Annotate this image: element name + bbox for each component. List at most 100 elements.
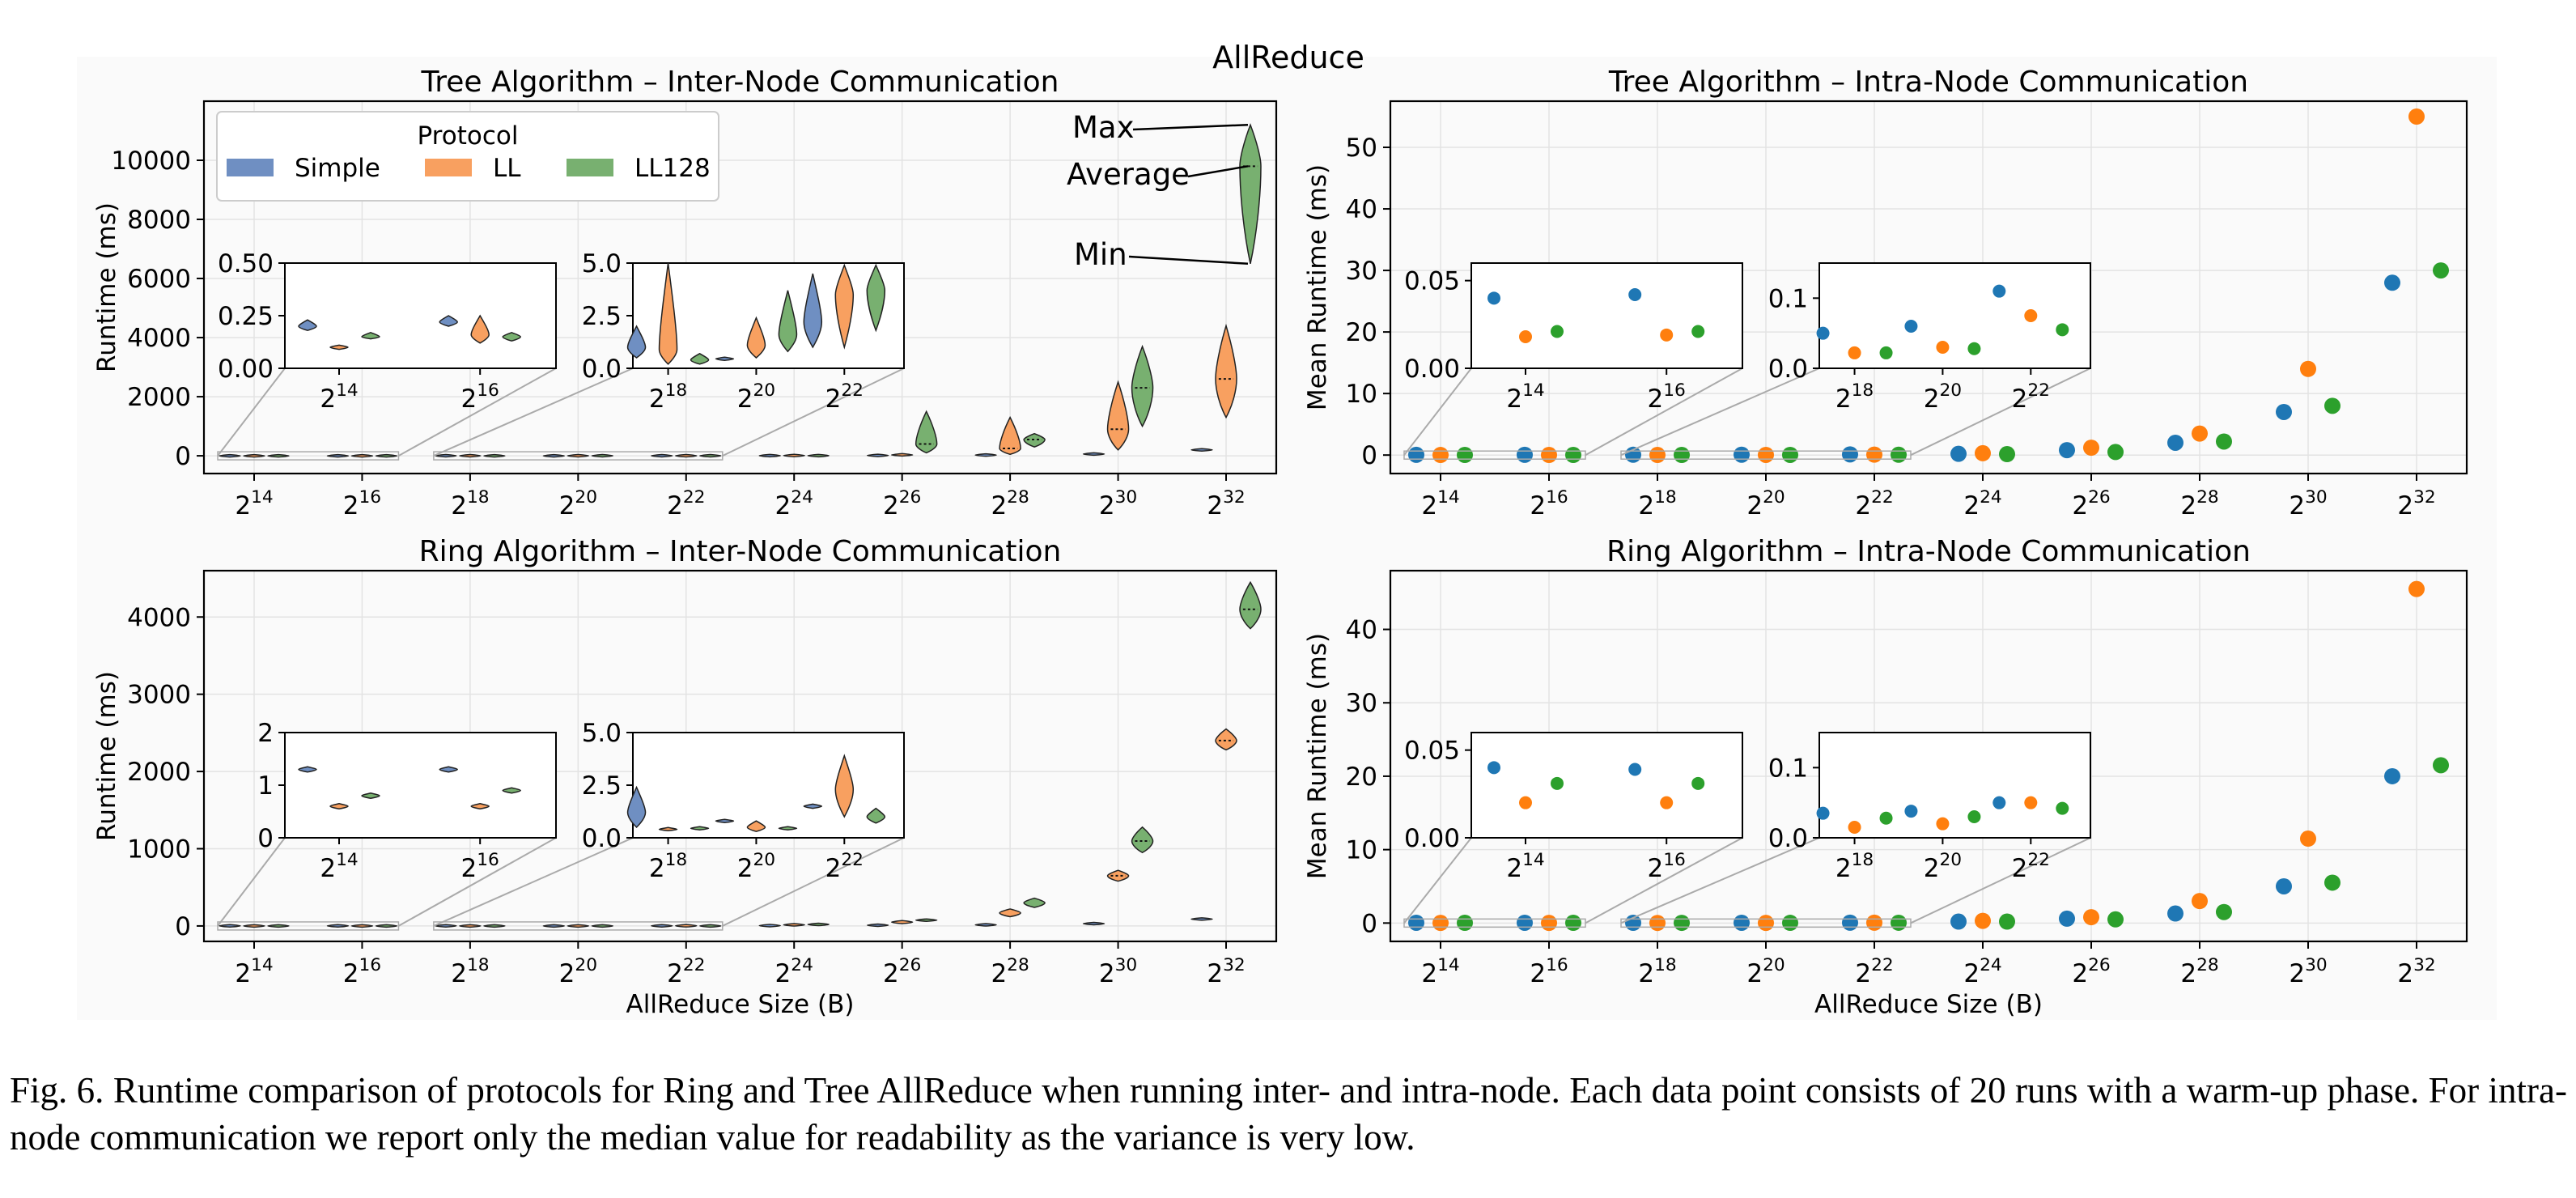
violin-LL128 <box>1131 826 1154 854</box>
inset-x-tick-label: 222 <box>825 380 864 414</box>
data-point-LL128 <box>2216 903 2232 920</box>
y-tick-label: 30 <box>1346 689 1377 718</box>
chart-title: Ring Algorithm – Inter-Node Communicatio… <box>419 535 1062 568</box>
data-point-LL128 <box>1674 915 1690 932</box>
violin-LL <box>783 923 805 927</box>
violin-LL <box>567 453 590 458</box>
inset-data-point-Simple <box>1992 284 2006 298</box>
violin-LL <box>890 920 914 924</box>
data-point-LL <box>1866 446 1882 463</box>
data-point-LL <box>2408 580 2425 597</box>
inset-data-point-LL128 <box>1967 342 1981 355</box>
violin-LL <box>890 452 914 457</box>
violin-Simple <box>219 453 241 458</box>
violin-LL128 <box>483 924 506 928</box>
data-point-LL <box>1541 447 1557 464</box>
inset-violin-LL <box>329 802 349 810</box>
data-point-Simple <box>1950 445 1967 462</box>
x-tick-label: 216 <box>343 955 381 988</box>
inset-connector <box>433 367 634 457</box>
x-tick-label: 230 <box>1099 487 1137 520</box>
inset-y-tick-label: 0.0 <box>1768 355 1808 384</box>
y-tick-label: 0 <box>175 442 191 471</box>
inset-x-tick-label: 222 <box>2012 380 2050 414</box>
x-tick-label: 214 <box>1421 487 1459 520</box>
data-point-LL <box>2300 360 2316 377</box>
data-point-LL <box>2192 893 2208 910</box>
inset-zoom-region <box>1403 918 1586 928</box>
inset-data-point-LL <box>1660 796 1674 809</box>
inset-y-tick-label: 5.0 <box>582 719 622 748</box>
violin-LL <box>243 924 265 928</box>
violin-LL128 <box>807 453 830 458</box>
data-point-LL <box>1649 915 1666 932</box>
y-tick-label: 20 <box>1346 763 1377 792</box>
data-point-LL <box>1649 447 1666 464</box>
data-point-LL128 <box>2107 444 2124 461</box>
inset-violin-Simple <box>626 325 647 359</box>
inset-connector <box>722 367 905 457</box>
inset-violin-LL128 <box>866 263 886 333</box>
violin-LL <box>1106 380 1130 451</box>
violin-LL128 <box>1239 123 1262 264</box>
inset-frame <box>632 732 905 839</box>
data-point-LL <box>1758 446 1774 463</box>
inset-zoom-region <box>217 921 400 931</box>
x-tick-label: 220 <box>559 487 597 520</box>
x-tick-label: 228 <box>2180 955 2218 988</box>
inset-violin-LL <box>834 263 855 350</box>
y-tick-label: 8000 <box>127 206 191 235</box>
inset-y-tick-label: 0.0 <box>1768 824 1808 853</box>
x-tick-label: 214 <box>235 955 273 988</box>
data-point-LL <box>2083 440 2099 457</box>
violin-LL128 <box>375 924 398 928</box>
violin-LL <box>783 453 805 457</box>
violin-Simple <box>326 924 350 928</box>
inset-y-tick-label: 0.05 <box>1404 737 1460 766</box>
inset-data-point-Simple <box>1992 796 2006 809</box>
inset-violin-LL <box>470 802 490 810</box>
data-point-LL <box>1541 915 1557 932</box>
data-point-LL128 <box>1999 913 2015 930</box>
x-tick-label: 218 <box>451 487 489 520</box>
y-tick-label: 10 <box>1346 836 1377 865</box>
data-point-LL <box>2408 108 2425 125</box>
violin-Simple <box>1082 452 1106 457</box>
inset-data-point-Simple <box>1628 763 1642 776</box>
inset-x-tick-label: 214 <box>1506 380 1544 414</box>
y-axis-label: Mean Runtime (ms) <box>1303 633 1332 879</box>
inset-x-tick-label: 216 <box>1648 380 1686 414</box>
violin-Simple <box>326 453 350 458</box>
data-point-Simple <box>2167 434 2183 451</box>
inset-violin-LL <box>746 820 766 832</box>
annotation-average: Average <box>1067 157 1190 192</box>
chart-title: Tree Algorithm – Intra-Node Communicatio… <box>1608 66 2248 99</box>
inset-violin-Simple <box>298 766 317 773</box>
inset-y-tick-label: 0.50 <box>218 249 274 278</box>
data-point-Simple <box>1517 914 1533 931</box>
y-tick-label: 4000 <box>127 603 191 632</box>
inset-violin-Simple <box>715 356 735 362</box>
data-point-LL128 <box>1782 446 1798 463</box>
inset-data-point-Simple <box>1904 320 1918 333</box>
violin-LL128 <box>1023 432 1046 448</box>
inset-violin-LL128 <box>361 792 380 800</box>
data-point-Simple <box>2167 905 2183 922</box>
data-point-Simple <box>1408 914 1424 931</box>
inset-connector <box>217 837 286 927</box>
inset-violin-Simple <box>439 315 458 327</box>
inset-y-tick-label: 0.05 <box>1404 267 1460 296</box>
inset-connector <box>1585 367 1743 457</box>
violin-Simple <box>1190 917 1213 921</box>
x-tick-label: 232 <box>2397 955 2435 988</box>
y-tick-label: 2000 <box>127 758 191 787</box>
annotation-arrow <box>1187 165 1249 178</box>
x-tick-label: 228 <box>991 955 1029 988</box>
violin-LL128 <box>591 924 614 928</box>
inset-connector <box>1620 367 1820 457</box>
inset-x-tick-label: 218 <box>1835 380 1874 414</box>
violin-LL <box>459 453 482 458</box>
inset-x-tick-label: 216 <box>1648 850 1686 883</box>
violin-Simple <box>219 924 241 928</box>
x-tick-label: 218 <box>1638 487 1676 520</box>
